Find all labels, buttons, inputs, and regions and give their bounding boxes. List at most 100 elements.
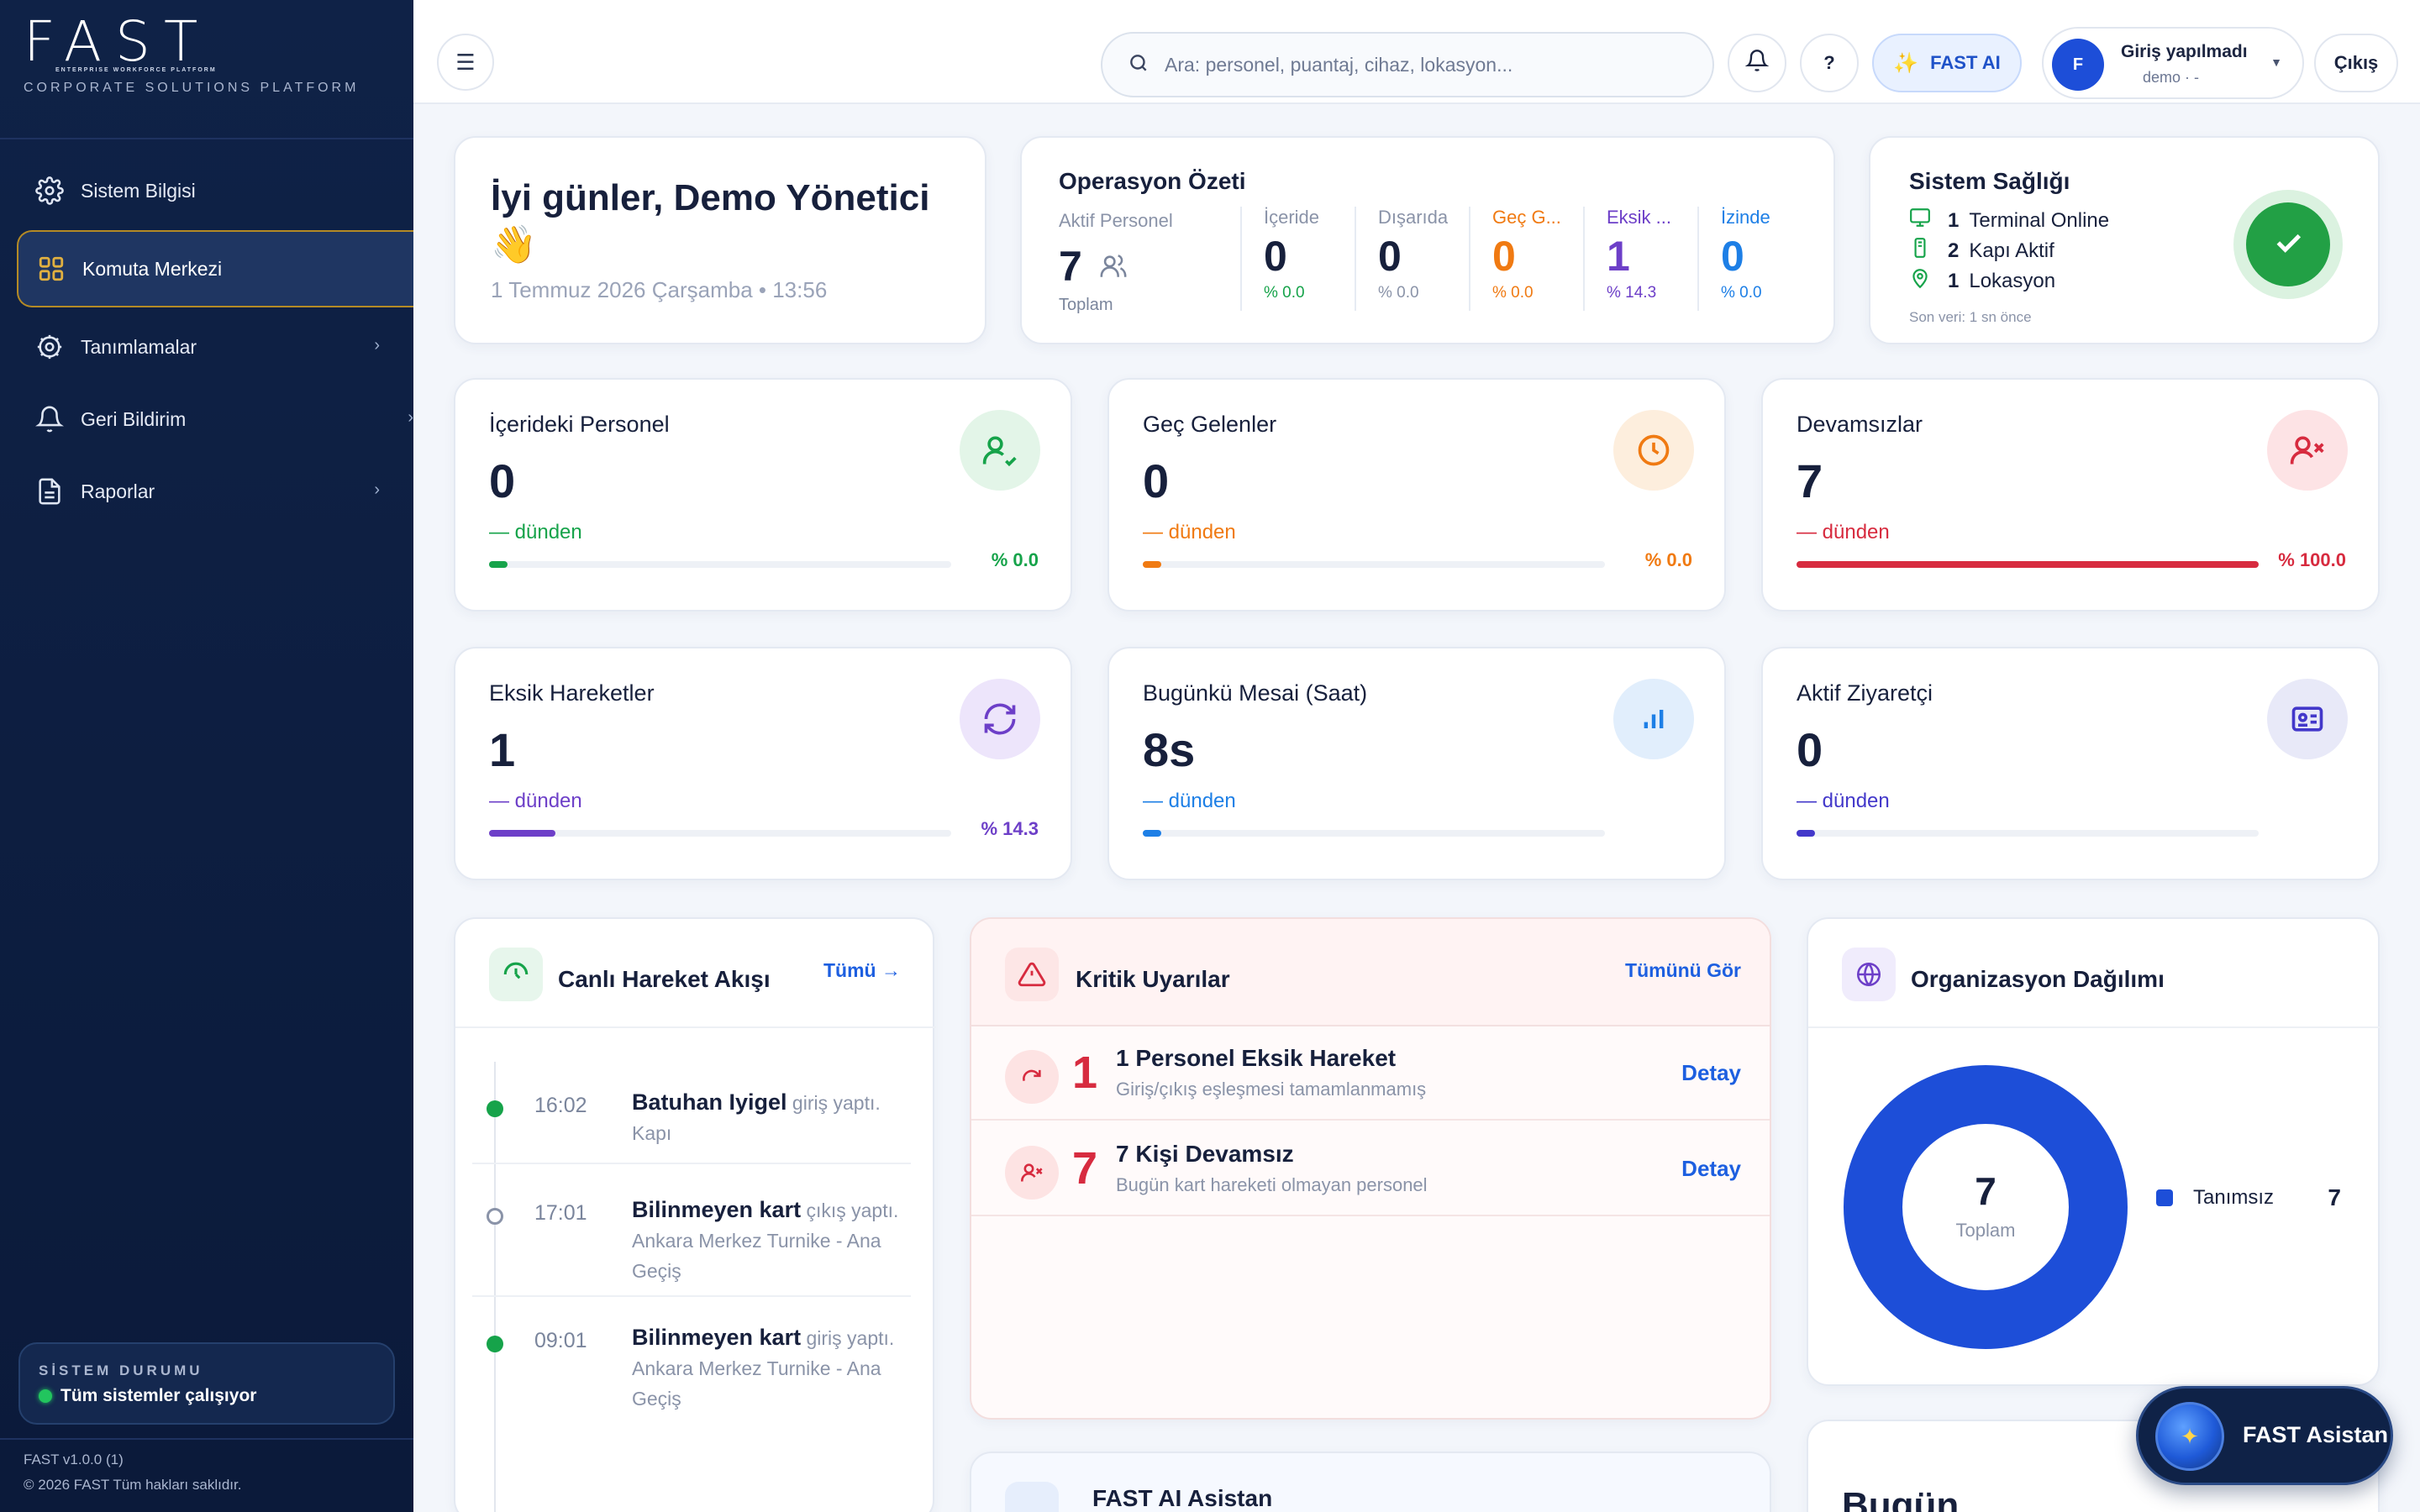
alert-row[interactable]: 1 1 Personel Eksik Hareket Giriş/çıkış eşl… — [971, 1026, 1770, 1121]
operations-summary-card: Operasyon Özeti Aktif Personel 7 Toplam … — [1020, 136, 1835, 344]
progress-fill — [1797, 561, 2259, 568]
check-icon — [2271, 226, 2305, 264]
avatar: F — [2052, 39, 2104, 91]
system-status-title: SİSTEM DURUMU — [39, 1362, 203, 1378]
stat-percent: % 0.0 — [1644, 549, 1692, 570]
ops-metric-column: İçeride 0 % 0.0 — [1240, 207, 1355, 311]
donut-slice[interactable] — [1844, 1065, 2128, 1349]
search-box[interactable] — [1101, 32, 1714, 97]
panel-title: FAST AI Asistan — [1092, 1485, 1273, 1511]
stat-percent: % 14.3 — [981, 818, 1039, 839]
alert-detail-link[interactable]: Detay — [1681, 1060, 1741, 1085]
panel-title: Kritik Uyarılar — [1076, 966, 1230, 992]
system-status-text: Tüm sistemler çalışıyor — [60, 1386, 257, 1405]
ops-metric-percent: % 14.3 — [1607, 284, 1657, 302]
alert-subtitle: Giriş/çıkış eşleşmesi tamamlanmamış — [1116, 1079, 1427, 1100]
stat-title: Geç Gelenler — [1143, 412, 1277, 437]
ops-metric-percent: % 0.0 — [1378, 284, 1419, 302]
bell-icon — [34, 403, 66, 435]
ops-metric-column: Dışarıda 0 % 0.0 — [1355, 207, 1469, 311]
legend-item[interactable]: Tanımsız 7 — [2156, 1184, 2358, 1210]
stat-card[interactable]: İçerideki Personel 0 — dünden % 0.0 — [454, 378, 1072, 612]
search-icon — [1128, 52, 1150, 78]
progress-fill — [1797, 830, 1815, 837]
sidebar-nav: Sistem Bilgisi Komuta Merkezi Tanımlamal… — [17, 155, 413, 528]
chevron-down-icon: ▼ — [2270, 55, 2282, 69]
activity-time: 16:02 — [534, 1094, 587, 1117]
system-status-box: SİSTEM DURUMU Tüm sistemler çalışıyor — [18, 1342, 395, 1425]
stat-title: Eksik Hareketler — [489, 680, 655, 706]
alert-count: 7 — [1072, 1143, 1098, 1194]
stat-value: 0 — [1143, 454, 1170, 507]
stat-delta: — dünden — [1143, 790, 1236, 812]
user-menu[interactable]: F Giriş yapılmadı demo · - ▼ — [2042, 27, 2304, 99]
user-x-icon — [1005, 1146, 1059, 1200]
fast-assistant-button[interactable]: ✦ FAST Asistan — [2136, 1386, 2393, 1485]
health-row-locations: 1 Lokasyon — [1909, 267, 2055, 295]
sidebar-item-geri-bildirim[interactable]: Geri Bildirim › — [17, 383, 413, 455]
robot-icon — [1005, 1482, 1059, 1512]
sidebar-item-label: Tanımlamalar — [81, 335, 197, 358]
monitor-icon — [1909, 207, 1931, 234]
activity-text: Bilinmeyen kart çıkış yaptı. Ankara Merk… — [632, 1194, 909, 1286]
clock-icon — [1613, 410, 1694, 491]
fast-ai-button[interactable]: ✨ FAST AI — [1872, 34, 2022, 92]
logout-button[interactable]: Çıkış — [2314, 34, 2398, 92]
notifications-button[interactable] — [1728, 34, 1786, 92]
panel-title: Bugün — [1842, 1485, 1960, 1512]
stat-card[interactable]: Geç Gelenler 0 — dünden % 0.0 — [1107, 378, 1726, 612]
active-staff-label: Aktif Personel — [1059, 210, 1173, 231]
redo-icon — [1005, 1050, 1059, 1104]
alert-detail-link[interactable]: Detay — [1681, 1156, 1741, 1181]
sidebar-item-sistem-bilgisi[interactable]: Sistem Bilgisi — [17, 155, 413, 227]
legend-swatch — [2156, 1189, 2173, 1206]
help-button[interactable]: ? — [1800, 34, 1859, 92]
stat-title: Aktif Ziyaretçi — [1797, 680, 1933, 706]
greeting-card: İyi günler, Demo Yönetici 👋 1 Temmuz 202… — [454, 136, 986, 344]
stat-percent: % 100.0 — [2278, 549, 2346, 570]
user-status: Giriş yapılmadı — [2121, 42, 2248, 61]
sidebar-footer-divider — [0, 1438, 413, 1440]
stat-title: Devamsızlar — [1797, 412, 1923, 437]
sidebar-item-tanimlamalar[interactable]: Tanımlamalar › — [17, 311, 413, 383]
app-version: FAST v1.0.0 (1) — [24, 1452, 124, 1467]
sidebar-item-label: Sistem Bilgisi — [81, 179, 196, 202]
pin-icon — [1909, 267, 1931, 295]
view-all-link[interactable]: Tümü → — [823, 959, 901, 981]
stat-delta: — dünden — [489, 521, 582, 543]
chevron-right-icon: › — [374, 336, 380, 354]
assistant-orb-icon: ✦ — [2155, 1402, 2224, 1471]
alerts-header: Kritik Uyarılar Tümünü Gör — [971, 919, 1770, 1026]
system-health-card: Sistem Sağlığı 1 Terminal Online 2 Kapı … — [1869, 136, 2380, 344]
legend-label: Tanımsız — [2193, 1186, 2275, 1209]
fast-logo[interactable]: FAST ENTERPRISE WORKFORCE PLATFORM — [24, 14, 217, 74]
stat-card[interactable]: Devamsızlar 7 — dünden % 100.0 — [1761, 378, 2380, 612]
alert-title: 7 Kişi Devamsız — [1116, 1141, 1294, 1167]
see-all-link[interactable]: Tümünü Gör — [1625, 959, 1741, 981]
health-count: 1 — [1948, 208, 1960, 232]
health-row-terminals: 1 Terminal Online — [1909, 207, 2109, 234]
menu-toggle-button[interactable]: ☰ — [437, 34, 494, 91]
stat-delta: — dünden — [1143, 521, 1236, 543]
timeline-dot — [487, 1336, 503, 1352]
stat-value: 7 — [1797, 454, 1823, 507]
search-input[interactable] — [1165, 53, 1669, 76]
sidebar-item-komuta-merkezi[interactable]: Komuta Merkezi — [17, 230, 413, 307]
sparkle-icon: ✨ — [1893, 51, 1919, 75]
health-label: Kapı Aktif — [1969, 239, 2054, 262]
chevron-right-icon: › — [374, 480, 380, 499]
sidebar-item-raporlar[interactable]: Raporlar › — [17, 455, 413, 528]
id-card-icon — [2267, 679, 2348, 759]
ops-metric-value: 0 — [1721, 233, 1744, 280]
stat-card[interactable]: Bugünkü Mesai (Saat) 8s — dünden — [1107, 647, 1726, 880]
stat-card[interactable]: Eksik Hareketler 1 — dünden % 14.3 — [454, 647, 1072, 880]
progress-bar — [1143, 561, 1605, 568]
stat-card[interactable]: Aktif Ziyaretçi 0 — dünden — [1761, 647, 2380, 880]
alert-count: 1 — [1072, 1047, 1098, 1098]
alert-row[interactable]: 7 7 Kişi Devamsız Bugün kart hareketi olma… — [971, 1122, 1770, 1216]
progress-fill — [1143, 561, 1161, 568]
ops-metric-label: İzinde — [1721, 207, 1770, 228]
ops-metric-percent: % 0.0 — [1721, 284, 1762, 302]
sidebar-item-label: Geri Bildirim — [81, 407, 187, 430]
activity-text: Bilinmeyen kart giriş yaptı. Ankara Merk… — [632, 1322, 909, 1414]
